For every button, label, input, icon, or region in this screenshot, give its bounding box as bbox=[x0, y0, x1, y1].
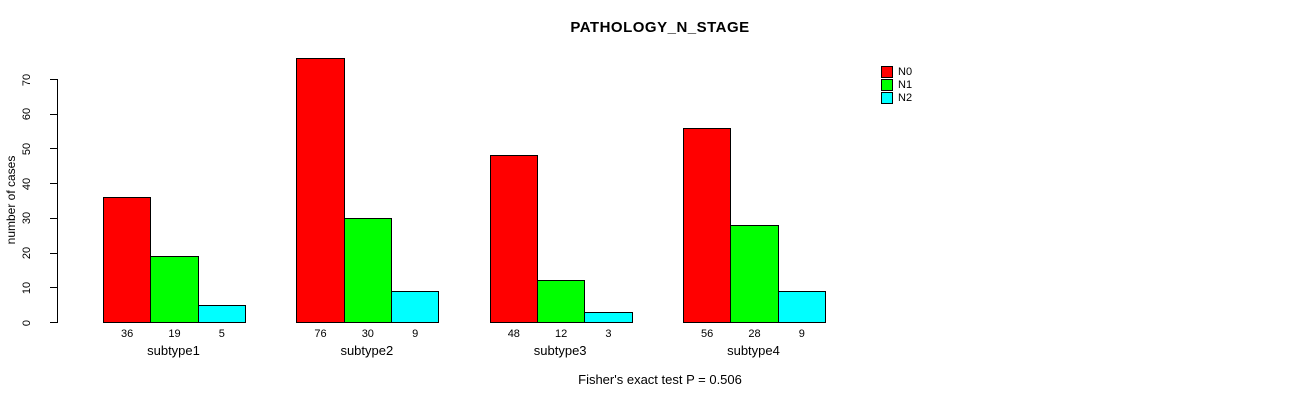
y-tick-label: 0 bbox=[21, 319, 33, 326]
bar-value-label: 19 bbox=[168, 328, 181, 340]
bar-value-label: 56 bbox=[701, 328, 714, 340]
bar-value-label: 3 bbox=[605, 328, 612, 340]
y-tick-label: 20 bbox=[21, 246, 33, 260]
legend-item-N1: N1 bbox=[881, 78, 912, 91]
y-tick-mark bbox=[50, 252, 57, 254]
y-tick-mark bbox=[50, 322, 57, 323]
chart-title: PATHOLOGY_N_STAGE bbox=[570, 19, 750, 36]
y-tick-label: 40 bbox=[21, 177, 33, 190]
bar-subtype1-N0 bbox=[103, 197, 152, 323]
y-tick-label: 30 bbox=[21, 212, 33, 225]
legend-swatch bbox=[881, 78, 893, 91]
legend-swatch bbox=[881, 65, 893, 78]
y-tick-mark bbox=[50, 113, 57, 115]
legend-item-N2: N2 bbox=[881, 91, 912, 104]
bar-value-label: 9 bbox=[412, 328, 419, 340]
bar-value-label: 9 bbox=[798, 328, 805, 340]
bar-subtype1-N1 bbox=[150, 256, 199, 323]
legend-label: N1 bbox=[898, 78, 913, 91]
legend-swatch bbox=[881, 91, 893, 104]
x-category-label-subtype4: subtype4 bbox=[727, 343, 780, 358]
bar-subtype2-N1 bbox=[343, 217, 392, 323]
bar-subtype4-N2 bbox=[777, 290, 826, 323]
y-tick-label: 60 bbox=[21, 108, 33, 121]
bar-value-label: 48 bbox=[507, 328, 520, 340]
bar-subtype1-N2 bbox=[197, 304, 246, 323]
legend-label: N2 bbox=[898, 91, 913, 104]
bar-subtype2-N0 bbox=[296, 58, 345, 323]
bar-subtype2-N2 bbox=[390, 290, 440, 323]
x-category-label-subtype2: subtype2 bbox=[340, 343, 394, 358]
bar-value-label: 76 bbox=[314, 328, 327, 340]
bar-value-label: 5 bbox=[218, 328, 225, 340]
legend-item-N0: N0 bbox=[881, 65, 912, 78]
bar-subtype3-N1 bbox=[536, 280, 586, 323]
y-tick-mark bbox=[50, 287, 57, 289]
bar-subtype4-N1 bbox=[730, 224, 779, 323]
y-tick-mark bbox=[50, 183, 57, 185]
legend: N0 N1 N2 bbox=[881, 65, 912, 104]
y-tick-label: 70 bbox=[21, 73, 33, 86]
bar-value-label: 30 bbox=[361, 328, 374, 340]
y-tick-mark bbox=[50, 148, 57, 150]
x-category-label-subtype1: subtype1 bbox=[147, 343, 200, 358]
annotation-text: Fisher's exact test P = 0.506 bbox=[578, 372, 742, 387]
bar-value-label: 12 bbox=[555, 328, 568, 340]
y-tick-label: 50 bbox=[21, 142, 33, 156]
bar-value-label: 36 bbox=[121, 328, 134, 340]
y-tick-label: 10 bbox=[21, 281, 33, 294]
y-axis-label: number of cases bbox=[4, 155, 18, 245]
bar-subtype3-N2 bbox=[584, 311, 633, 323]
y-tick-mark bbox=[50, 217, 57, 219]
x-category-label-subtype3: subtype3 bbox=[533, 343, 587, 358]
legend-label: N0 bbox=[898, 65, 913, 78]
bar-subtype3-N0 bbox=[489, 155, 538, 323]
bar-subtype4-N0 bbox=[682, 127, 732, 323]
bar-value-label: 28 bbox=[748, 328, 761, 340]
y-axis-line bbox=[57, 79, 58, 323]
y-tick-mark bbox=[50, 79, 57, 80]
